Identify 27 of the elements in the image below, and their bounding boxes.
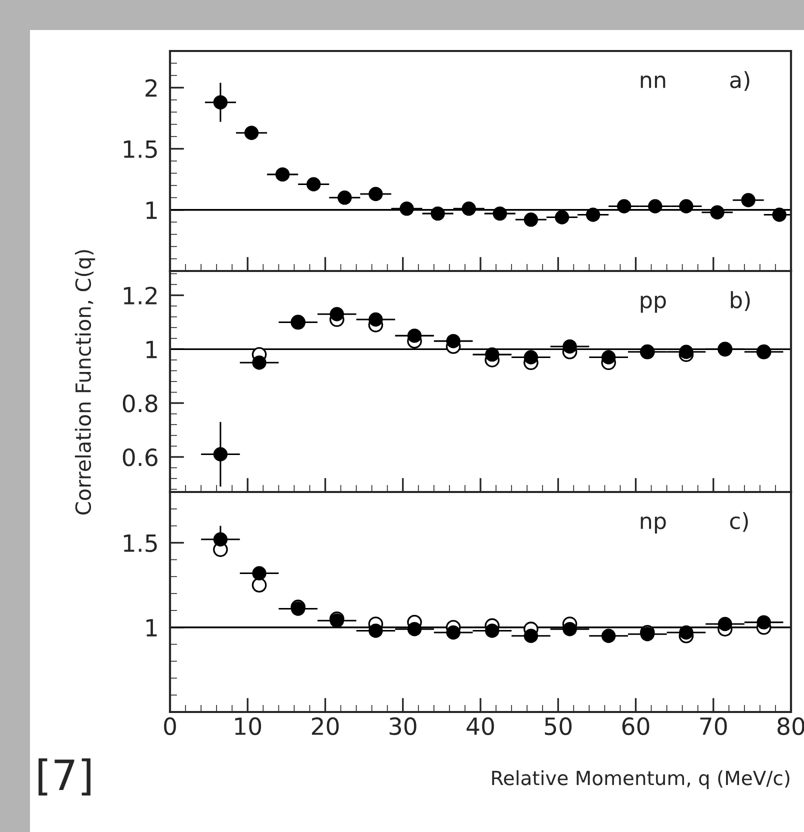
x-tick-label: 30 [390, 717, 416, 736]
y-tick-label: 1.2 [124, 286, 157, 304]
x-tick-label: 40 [466, 717, 494, 736]
annotation: pp [640, 296, 666, 313]
x-tick-label: 20 [312, 717, 339, 736]
y-tick-label: 1.5 [124, 534, 157, 552]
annotation: c) [730, 512, 748, 532]
x-axis-title: Relative Momentum, q (MeV/c) [492, 770, 790, 790]
y-tick-label: 1 [146, 619, 157, 636]
y-axis-title: Correlation Function, C(q) [74, 250, 96, 515]
y-tick-label: 1 [146, 340, 157, 358]
x-tick-label: 50 [544, 717, 572, 736]
x-tick-label: 0 [164, 717, 176, 736]
y-tick-label: 2 [146, 79, 157, 97]
annotation: nn [640, 75, 666, 88]
text: [7] [38, 758, 90, 796]
y-tick-label: 0.8 [122, 394, 158, 412]
y-tick-label: 0.6 [122, 448, 158, 466]
x-tick-label: 60 [622, 717, 650, 736]
x-tick-label: 10 [235, 717, 262, 736]
y-tick-label: 1 [146, 202, 157, 219]
x-tick-label: 80 [778, 717, 804, 736]
x-tick-label: 70 [700, 717, 727, 736]
annotation: a) [730, 71, 750, 91]
annotation: np [640, 516, 666, 534]
y-tick-label: 1.5 [124, 140, 157, 158]
annotation: b) [730, 291, 750, 312]
